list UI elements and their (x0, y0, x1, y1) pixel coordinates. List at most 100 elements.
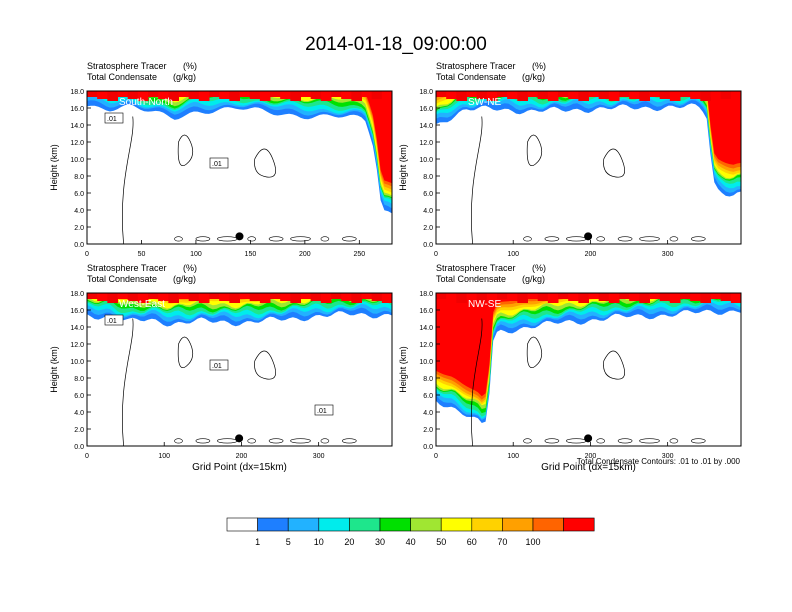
y-tick-label: 12.0 (419, 342, 433, 349)
y-tick-label: 4.0 (423, 208, 433, 215)
colorbar-label: 100 (525, 537, 540, 547)
tracer-top-cell (270, 293, 281, 299)
tracer-top-cell (158, 91, 169, 99)
x-tick-label: 300 (662, 251, 674, 258)
var-units-tracer: (%) (183, 61, 197, 71)
tracer-top-cell (320, 293, 332, 303)
tracer-top-cell (456, 91, 467, 101)
tracer-top-cell (497, 293, 508, 299)
tracer-top-cell (148, 293, 159, 299)
plot-area (87, 293, 392, 446)
y-tick-label: 10.0 (70, 359, 84, 366)
tracer-top-cell (720, 293, 732, 301)
tracer-top-cell (578, 293, 589, 303)
tracer-band (103, 91, 392, 196)
tracer-top-cell (361, 293, 373, 299)
tracer-top-cell (198, 91, 210, 101)
tracer-top-cell (517, 91, 528, 101)
tracer-top-cell (178, 293, 190, 299)
y-tick-label: 14.0 (70, 123, 84, 130)
x-axis-label: Grid Point (dx=15km) (541, 462, 636, 473)
tracer-top-cell (476, 293, 488, 301)
condensate-contour (247, 438, 256, 444)
figure-title: 2014-01-18_09:00:00 (305, 34, 487, 55)
location-marker (584, 434, 593, 443)
tracer-top-cell (117, 293, 129, 299)
condensate-contour (471, 318, 483, 446)
tracer-top-cell (730, 91, 741, 101)
tracer-top-cell (219, 293, 230, 301)
tracer-top-cell (97, 91, 108, 99)
y-tick-label: 16.0 (419, 308, 433, 315)
tracer-top-cell (310, 293, 322, 301)
y-tick-label: 2.0 (423, 427, 433, 434)
x-tick-label: 200 (585, 251, 597, 258)
colorbar-label: 30 (375, 537, 385, 547)
condensate-contour (247, 236, 256, 242)
tracer-top-cell (527, 91, 539, 97)
y-tick-label: 4.0 (74, 208, 84, 215)
tracer-top-cell (588, 293, 600, 299)
contour-label: .01 (317, 408, 327, 415)
y-tick-label: 8.0 (74, 174, 84, 181)
y-tick-label: 6.0 (423, 393, 433, 400)
colorbar-swatch (440, 517, 473, 532)
condensate-contour (523, 438, 532, 444)
condensate-contour (603, 350, 626, 380)
tracer-top-cell (568, 293, 579, 301)
tracer-top-cell (720, 91, 732, 99)
condensate-contour (341, 236, 357, 242)
condensate-contour (122, 318, 134, 446)
y-tick-label: 0.0 (423, 444, 433, 451)
x-tick-label: 50 (138, 251, 146, 258)
tracer-top-cell (517, 293, 528, 303)
contour-label-box (104, 112, 124, 124)
x-tick-label: 100 (507, 453, 519, 460)
condensate-contour (617, 438, 633, 444)
tracer-top-cell (158, 293, 169, 301)
tracer-top-cell (568, 91, 579, 99)
var-units-condensate: (g/kg) (173, 274, 196, 284)
x-tick-label: 300 (313, 453, 325, 460)
condensate-contour (268, 236, 284, 242)
contour-label: .01 (212, 363, 222, 370)
tracer-top-cell (619, 293, 630, 299)
y-tick-label: 10.0 (70, 157, 84, 164)
tracer-top-cell (649, 293, 661, 299)
var-name-condensate: Total Condensate (87, 274, 157, 284)
y-tick-label: 8.0 (423, 174, 433, 181)
tracer-top-cell (710, 91, 722, 97)
condensate-contour (596, 438, 606, 444)
condensate-contour (320, 236, 330, 242)
tracer-top-cell (598, 293, 610, 301)
tracer-top-cell (259, 293, 271, 303)
condensate-contour (268, 438, 284, 444)
tracer-top-cell (446, 91, 457, 99)
tracer-top-cell (588, 91, 600, 97)
tracer-top-cell (107, 91, 118, 101)
tracer-top-cell (290, 293, 301, 303)
condensate-contour (526, 134, 543, 166)
var-units-tracer: (%) (183, 263, 197, 273)
tracer-top-cell (351, 293, 362, 303)
y-tick-label: 0.0 (423, 242, 433, 249)
tracer-top-cell (608, 293, 620, 303)
condensate-contour (669, 236, 679, 242)
colorbar-label: 60 (467, 537, 477, 547)
y-tick-label: 12.0 (70, 140, 84, 147)
y-tick-label: 8.0 (74, 376, 84, 383)
panel-label: West-East (119, 299, 165, 310)
plot-area (436, 293, 741, 446)
y-axis-label: Height (km) (49, 144, 59, 191)
tracer-top-cell (629, 293, 640, 301)
tracer-top-cell (700, 293, 711, 303)
tracer-top-cell (351, 91, 362, 101)
x-tick-label: 200 (299, 251, 311, 258)
var-name-tracer: Stratosphere Tracer (87, 61, 167, 71)
tracer-top-cell (497, 91, 508, 97)
tracer-top-cell (680, 91, 691, 97)
colorbar-swatch (349, 517, 381, 532)
tracer-top-cell (280, 91, 291, 99)
panel-label: SW-NE (468, 97, 501, 108)
